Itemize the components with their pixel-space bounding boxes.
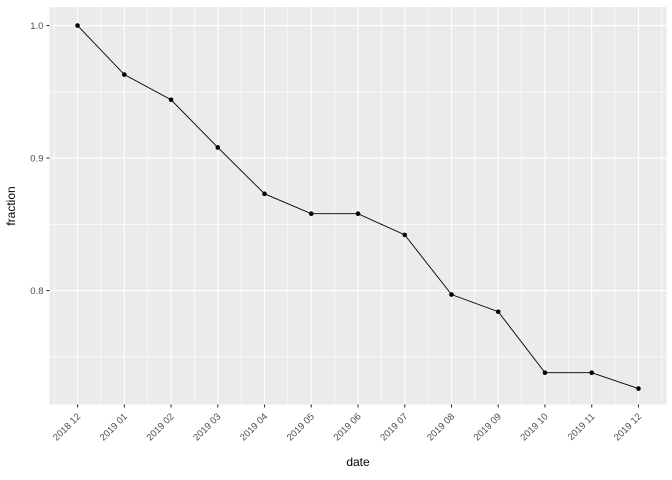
x-axis-title: date: [346, 455, 370, 469]
data-point: [589, 370, 595, 376]
major-gridlines: [49, 7, 667, 405]
x-tick-label: 2019 05: [285, 411, 317, 443]
y-tick-label: 1.0: [30, 21, 43, 32]
line-series: [75, 23, 641, 391]
y-tick-label: 0.9: [30, 153, 43, 164]
x-tick-label: 2019 01: [98, 411, 130, 443]
data-point: [449, 292, 454, 297]
axis-tick-marks: [46, 24, 640, 408]
x-tick-label: 2019 06: [332, 411, 364, 443]
x-tick-label: 2019 03: [191, 411, 223, 443]
x-tick-label: 2019 12: [612, 411, 644, 443]
data-point: [75, 23, 80, 28]
data-point: [308, 211, 314, 216]
x-tick-label: 2018 12: [51, 411, 83, 443]
x-tick-label: 2019 10: [519, 411, 551, 443]
y-axis-title: fraction: [4, 186, 18, 225]
data-point: [262, 191, 267, 197]
x-tick-label: 2019 11: [566, 411, 598, 443]
x-tick-label: 2019 04: [238, 411, 270, 443]
x-tick-label: 2019 02: [145, 411, 177, 443]
data-point: [636, 386, 641, 391]
data-point: [215, 145, 221, 150]
data-point: [121, 72, 127, 77]
y-tick-label: 0.8: [30, 286, 43, 297]
x-tick-label: 2019 07: [378, 411, 410, 443]
x-tick-label: 2019 08: [425, 411, 457, 443]
data-point: [542, 370, 548, 376]
x-tick-label: 2019 09: [472, 411, 504, 443]
data-point: [168, 97, 174, 103]
data-point: [355, 211, 361, 216]
data-point: [495, 309, 501, 315]
data-point: [402, 232, 408, 238]
